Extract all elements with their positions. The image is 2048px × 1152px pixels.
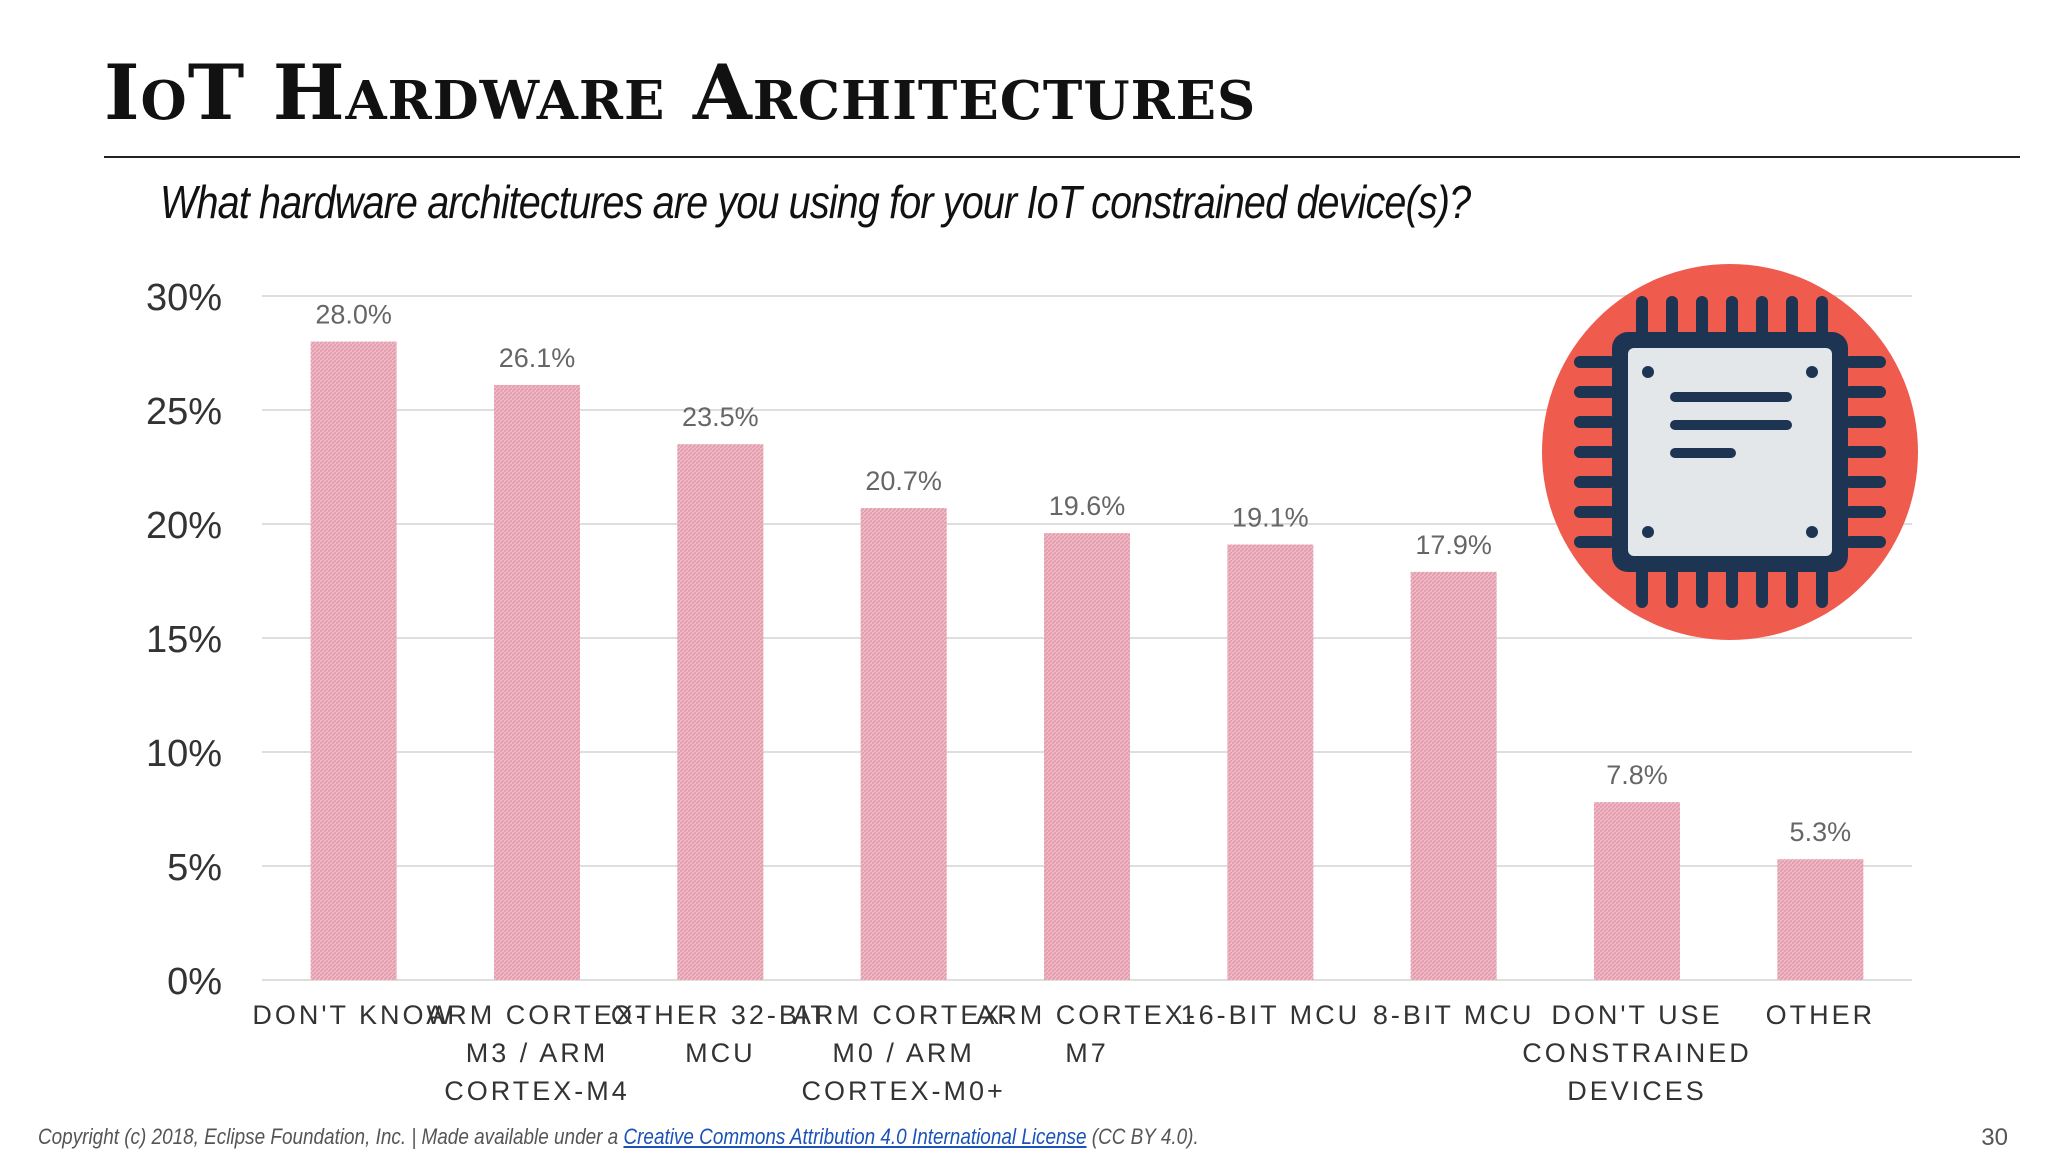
bars bbox=[310, 341, 1864, 981]
x-category-label: ARM CORTEX- bbox=[793, 1000, 1015, 1030]
x-category-label: M3 / ARM bbox=[466, 1038, 609, 1068]
data-label: 19.1% bbox=[1232, 503, 1309, 533]
footer-prefix: Copyright (c) 2018, Eclipse Foundation, … bbox=[38, 1124, 624, 1149]
data-labels: 28.0% 26.1% 23.5% 20.7% 19.6% 19.1% 17.9% 7.8% 5… bbox=[315, 300, 1851, 848]
x-category-label: MCU bbox=[685, 1038, 756, 1068]
y-tick-label: 20% bbox=[146, 505, 222, 547]
x-category-label: 16-BIT MCU bbox=[1181, 1000, 1361, 1030]
data-label: 5.3% bbox=[1790, 817, 1852, 847]
y-tick-label: 15% bbox=[146, 619, 222, 661]
x-category-label: ARM CORTEX- bbox=[976, 1000, 1198, 1030]
y-tick-label: 5% bbox=[167, 847, 222, 889]
y-tick-label: 10% bbox=[146, 733, 222, 775]
x-category-label: M0 / ARM bbox=[832, 1038, 975, 1068]
data-label: 26.1% bbox=[499, 343, 576, 373]
x-category-label: ARM CORTEX- bbox=[426, 1000, 648, 1030]
chart-question: What hardware architectures are you usin… bbox=[160, 176, 1471, 228]
x-category-label: CORTEX-M0+ bbox=[802, 1076, 1006, 1106]
y-axis-ticks: 0% 5% 10% 15% 20% 25% 30% bbox=[146, 277, 222, 1003]
bar bbox=[1044, 533, 1130, 980]
x-category-label: DEVICES bbox=[1567, 1076, 1707, 1106]
data-label: 28.0% bbox=[315, 300, 392, 330]
bar bbox=[310, 341, 397, 981]
bar bbox=[1777, 859, 1864, 980]
bar bbox=[860, 508, 947, 980]
x-category-label: OTHER bbox=[1766, 1000, 1876, 1030]
bar bbox=[1410, 571, 1497, 980]
y-tick-label: 25% bbox=[146, 391, 222, 433]
bar bbox=[1594, 802, 1680, 980]
x-category-label: M7 bbox=[1065, 1038, 1109, 1068]
x-category-label: 8-BIT MCU bbox=[1373, 1000, 1535, 1030]
slide-title: IoT Hardware Architectures bbox=[104, 48, 1257, 137]
data-label: 17.9% bbox=[1415, 530, 1492, 560]
y-tick-label: 0% bbox=[167, 961, 222, 1003]
copyright-footer: Copyright (c) 2018, Eclipse Foundation, … bbox=[38, 1124, 1199, 1150]
data-label: 20.7% bbox=[865, 466, 942, 496]
bar bbox=[677, 444, 764, 980]
data-label: 19.6% bbox=[1049, 491, 1126, 521]
data-label: 23.5% bbox=[682, 402, 759, 432]
bar bbox=[1227, 544, 1314, 980]
data-label: 7.8% bbox=[1606, 760, 1668, 790]
x-category-label: DON'T USE bbox=[1551, 1000, 1722, 1030]
footer-suffix: (CC BY 4.0). bbox=[1086, 1124, 1199, 1149]
license-link[interactable]: Creative Commons Attribution 4.0 Interna… bbox=[623, 1124, 1087, 1149]
microchip-icon bbox=[1540, 262, 1920, 647]
x-category-label: DON'T KNOW bbox=[252, 1000, 455, 1030]
title-divider bbox=[104, 156, 2020, 158]
y-tick-label: 30% bbox=[146, 277, 222, 319]
x-category-label: CORTEX-M4 bbox=[444, 1076, 630, 1106]
x-category-label: OTHER 32-BIT bbox=[611, 1000, 830, 1030]
bar bbox=[494, 384, 580, 980]
page-number: 30 bbox=[1981, 1124, 2008, 1151]
bar-chart: 0% 5% 10% 15% 20% 25% 30% 28.0% 26.1% 23.5% 20.7%… bbox=[146, 277, 1912, 1106]
x-category-label: CONSTRAINED bbox=[1522, 1038, 1752, 1068]
